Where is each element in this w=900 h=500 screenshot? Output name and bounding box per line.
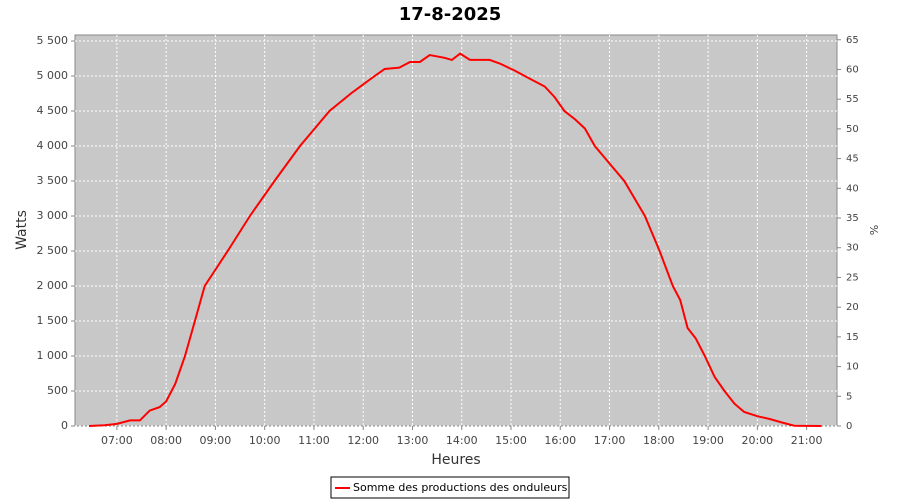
y-tick-label: 2 000: [37, 279, 69, 292]
y2-tick-label: 60: [846, 64, 859, 75]
y2-tick-label: 30: [846, 243, 859, 254]
y2-tick-label: 20: [846, 302, 859, 313]
y-tick-label: 4 500: [37, 104, 69, 117]
y2-tick-label: 40: [846, 183, 859, 194]
y-tick-label: 3 500: [37, 174, 69, 187]
y-tick-label: 5 500: [37, 34, 69, 47]
x-tick-label: 18:00: [643, 434, 675, 447]
y-tick-label: 5 000: [37, 69, 69, 82]
x-axis-title: Heures: [431, 452, 480, 468]
x-tick-label: 08:00: [150, 434, 182, 447]
x-tick-label: 14:00: [446, 434, 478, 447]
x-tick-label: 09:00: [200, 434, 232, 447]
x-tick-label: 16:00: [544, 434, 576, 447]
x-tick-label: 19:00: [692, 434, 724, 447]
x-tick-label: 13:00: [397, 434, 429, 447]
chart-title: 17-8-2025: [399, 4, 502, 25]
y-axis-title: Watts: [14, 210, 30, 250]
y2-tick-label: 5: [846, 391, 852, 402]
x-tick-label: 12:00: [347, 434, 379, 447]
y-tick-label: 500: [47, 384, 68, 397]
y2-tick-label: 15: [846, 332, 859, 343]
y2-tick-label: 0: [846, 421, 852, 432]
x-tick-label: 17:00: [594, 434, 626, 447]
y-tick-label: 0: [61, 419, 68, 432]
legend: [330, 476, 570, 499]
plot-area: [74, 34, 838, 427]
y2-tick-label: 45: [846, 154, 859, 165]
y-tick-label: 1 000: [37, 349, 69, 362]
y2-tick-label: 10: [846, 362, 859, 373]
x-tick-label: 15:00: [495, 434, 527, 447]
y2-tick-label: 25: [846, 272, 859, 283]
y2-tick-label: 50: [846, 124, 859, 135]
x-tick-label: 10:00: [249, 434, 281, 447]
x-tick-label: 07:00: [101, 434, 133, 447]
line-series: [88, 52, 822, 427]
y-tick-label: 1 500: [37, 314, 69, 327]
y-tick-label: 4 000: [37, 139, 69, 152]
x-tick-label: 21:00: [791, 434, 823, 447]
y-tick-label: 3 000: [37, 209, 69, 222]
y2-tick-label: 35: [846, 213, 859, 224]
y2-tick-label: 55: [846, 94, 859, 105]
y-tick-label: 2 500: [37, 244, 69, 257]
legend-label: Somme des productions des onduleurs: [353, 481, 568, 494]
y2-tick-label: 65: [846, 35, 859, 46]
x-tick-label: 11:00: [298, 434, 330, 447]
x-tick-label: 20:00: [741, 434, 773, 447]
y2-axis-title: %: [867, 225, 880, 235]
